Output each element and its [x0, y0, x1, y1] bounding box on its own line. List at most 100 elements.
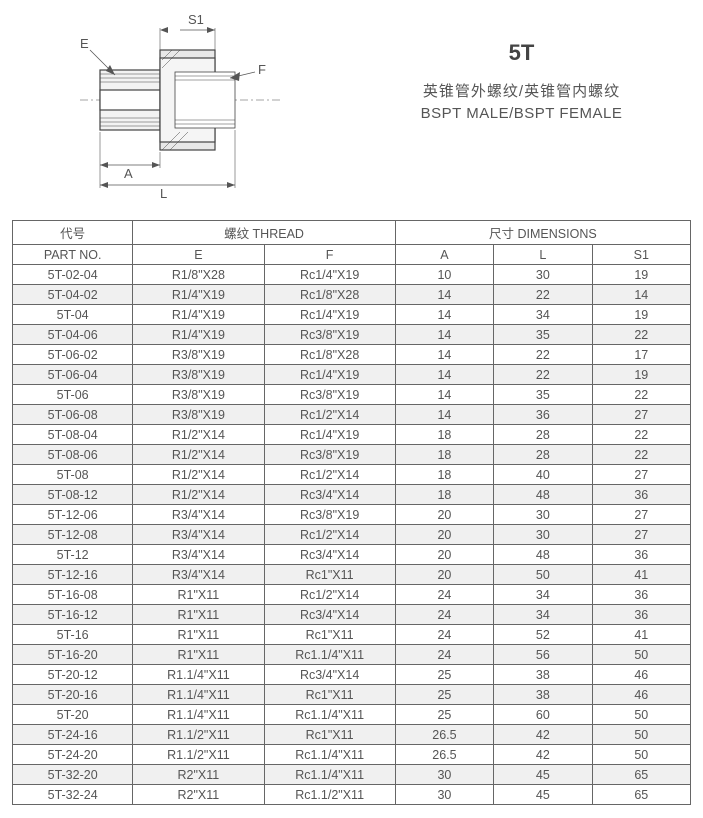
cell-a: 30 — [395, 765, 493, 785]
cell-s1: 65 — [592, 785, 690, 805]
table-row: 5T-16-20R1"X11Rc1.1/4"X11245650 — [13, 645, 691, 665]
cell-f: Rc3/8"X19 — [264, 445, 395, 465]
cell-e: R1/4"X19 — [133, 325, 264, 345]
cell-s1: 50 — [592, 725, 690, 745]
cell-f: Rc1"X11 — [264, 685, 395, 705]
cell-e: R3/4"X14 — [133, 525, 264, 545]
cell-l: 40 — [494, 465, 592, 485]
cell-f: Rc1/2"X14 — [264, 525, 395, 545]
cell-f: Rc1.1/4"X11 — [264, 765, 395, 785]
cell-f: Rc1.1/2"X11 — [264, 785, 395, 805]
cell-part: 5T-04-02 — [13, 285, 133, 305]
cell-a: 24 — [395, 605, 493, 625]
cell-f: Rc1.1/4"X11 — [264, 745, 395, 765]
header-partno-group: 代号 — [13, 221, 133, 245]
cell-part: 5T-12-06 — [13, 505, 133, 525]
cell-s1: 19 — [592, 305, 690, 325]
table-row: 5T-20-16R1.1/4"X11Rc1"X11253846 — [13, 685, 691, 705]
cell-s1: 36 — [592, 485, 690, 505]
cell-l: 22 — [494, 365, 592, 385]
cell-a: 20 — [395, 565, 493, 585]
cell-e: R1/4"X19 — [133, 285, 264, 305]
cell-a: 25 — [395, 685, 493, 705]
table-row: 5T-06-08R3/8"X19Rc1/2"X14143627 — [13, 405, 691, 425]
cell-l: 28 — [494, 425, 592, 445]
header-a: A — [395, 245, 493, 265]
cell-e: R1/8"X28 — [133, 265, 264, 285]
cell-f: Rc3/4"X14 — [264, 665, 395, 685]
cell-a: 25 — [395, 705, 493, 725]
cell-part: 5T-06-02 — [13, 345, 133, 365]
cell-l: 60 — [494, 705, 592, 725]
cell-s1: 65 — [592, 765, 690, 785]
cell-l: 28 — [494, 445, 592, 465]
cell-s1: 27 — [592, 465, 690, 485]
cell-part: 5T-12 — [13, 545, 133, 565]
cell-s1: 50 — [592, 705, 690, 725]
cell-s1: 50 — [592, 745, 690, 765]
cell-e: R3/4"X14 — [133, 545, 264, 565]
cell-part: 5T-32-20 — [13, 765, 133, 785]
cell-s1: 22 — [592, 445, 690, 465]
cell-f: Rc1"X11 — [264, 565, 395, 585]
cell-e: R1/2"X14 — [133, 465, 264, 485]
cell-a: 14 — [395, 345, 493, 365]
table-row: 5T-24-16R1.1/2"X11Rc1"X1126.54250 — [13, 725, 691, 745]
cell-f: Rc1"X11 — [264, 725, 395, 745]
cell-e: R3/4"X14 — [133, 505, 264, 525]
cell-s1: 19 — [592, 265, 690, 285]
cell-s1: 27 — [592, 405, 690, 425]
table-row: 5T-08-06R1/2"X14Rc3/8"X19182822 — [13, 445, 691, 465]
cell-part: 5T-04-06 — [13, 325, 133, 345]
cell-part: 5T-24-20 — [13, 745, 133, 765]
table-row: 5T-06-02R3/8"X19Rc1/8"X28142217 — [13, 345, 691, 365]
cell-s1: 22 — [592, 425, 690, 445]
cell-a: 24 — [395, 625, 493, 645]
cell-a: 14 — [395, 405, 493, 425]
cell-part: 5T-16-12 — [13, 605, 133, 625]
cell-s1: 27 — [592, 525, 690, 545]
cell-s1: 41 — [592, 625, 690, 645]
cell-a: 20 — [395, 545, 493, 565]
cell-part: 5T-08-06 — [13, 445, 133, 465]
cell-s1: 19 — [592, 365, 690, 385]
cell-f: Rc3/4"X14 — [264, 545, 395, 565]
cell-part: 5T-20-16 — [13, 685, 133, 705]
cell-s1: 46 — [592, 665, 690, 685]
cell-part: 5T-02-04 — [13, 265, 133, 285]
cell-part: 5T-12-16 — [13, 565, 133, 585]
cell-a: 20 — [395, 525, 493, 545]
cell-part: 5T-06-04 — [13, 365, 133, 385]
table-row: 5T-08-04R1/2"X14Rc1/4"X19182822 — [13, 425, 691, 445]
cell-s1: 22 — [592, 325, 690, 345]
cell-l: 34 — [494, 605, 592, 625]
cell-s1: 14 — [592, 285, 690, 305]
cell-e: R1/2"X14 — [133, 485, 264, 505]
cell-a: 14 — [395, 365, 493, 385]
cell-a: 20 — [395, 505, 493, 525]
header-f: F — [264, 245, 395, 265]
header-s1: S1 — [592, 245, 690, 265]
cell-l: 30 — [494, 525, 592, 545]
cell-e: R3/8"X19 — [133, 385, 264, 405]
cell-e: R2"X11 — [133, 785, 264, 805]
cell-f: Rc1/8"X28 — [264, 285, 395, 305]
label-f: F — [258, 62, 266, 77]
cell-s1: 27 — [592, 505, 690, 525]
table-row: 5T-12-16R3/4"X14Rc1"X11205041 — [13, 565, 691, 585]
cell-l: 52 — [494, 625, 592, 645]
cell-e: R3/8"X19 — [133, 405, 264, 425]
cell-part: 5T-32-24 — [13, 785, 133, 805]
cell-l: 22 — [494, 345, 592, 365]
table-row: 5T-04-06R1/4"X19Rc3/8"X19143522 — [13, 325, 691, 345]
title-sub-en: BSPT MALE/BSPT FEMALE — [360, 105, 683, 122]
cell-s1: 36 — [592, 585, 690, 605]
header-dimensions-group: 尺寸 DIMENSIONS — [395, 221, 690, 245]
cell-l: 34 — [494, 585, 592, 605]
cell-e: R3/4"X14 — [133, 565, 264, 585]
cell-e: R1"X11 — [133, 605, 264, 625]
cell-s1: 46 — [592, 685, 690, 705]
cell-e: R3/8"X19 — [133, 365, 264, 385]
cell-part: 5T-16-08 — [13, 585, 133, 605]
cell-a: 14 — [395, 285, 493, 305]
